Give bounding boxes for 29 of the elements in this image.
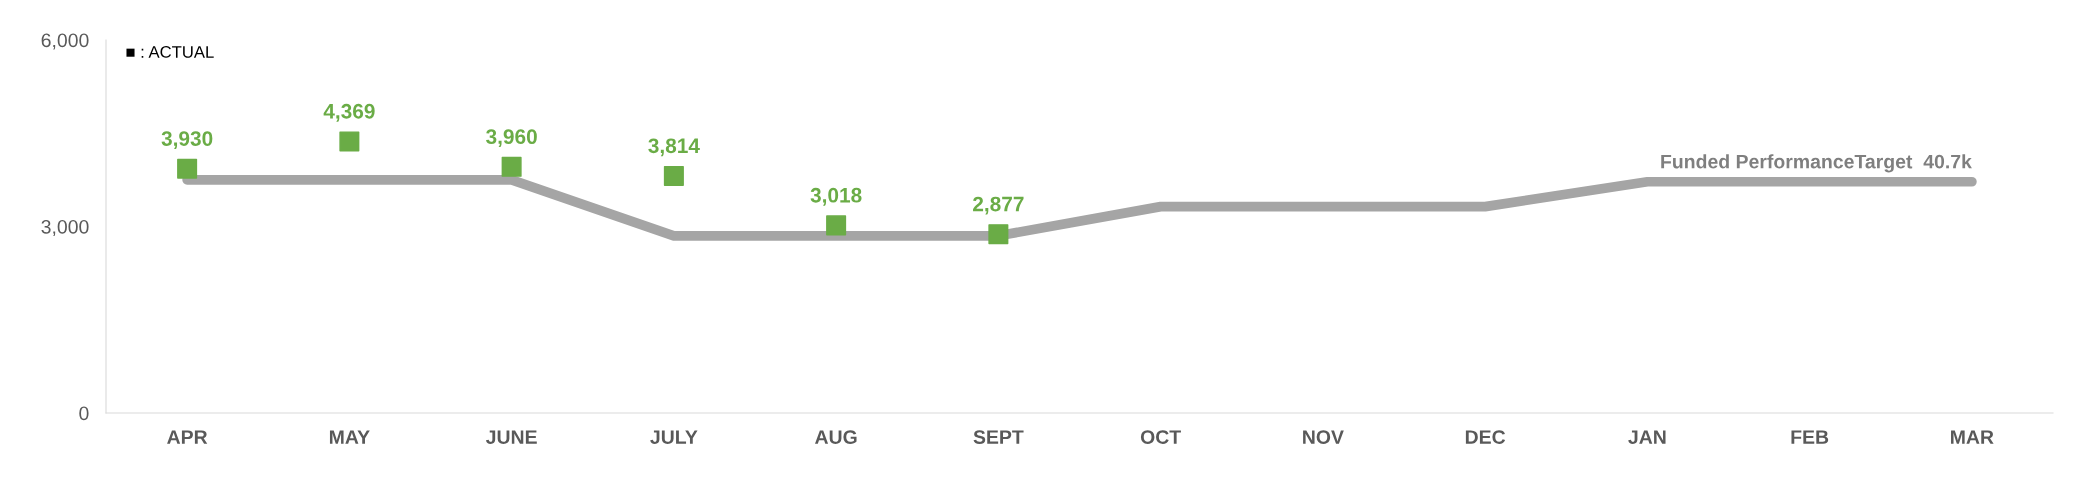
data-label: 2,877 — [973, 196, 1024, 215]
data-label: 3,814 — [648, 138, 700, 157]
point — [339, 131, 360, 152]
point — [988, 224, 1009, 245]
point — [663, 165, 684, 186]
x-tick-label: MAY — [329, 430, 370, 444]
y-tick-label: 3,000 — [41, 219, 89, 237]
x-tick-label: MAR — [1951, 430, 1994, 444]
x-tick-label: SEPT — [973, 430, 1024, 444]
x-tick-label: JULY — [650, 430, 698, 444]
x-tick-label: NOV — [1303, 430, 1344, 444]
point — [177, 158, 198, 179]
y-tick-label: 0 — [79, 406, 89, 421]
y-tick-label: 6,000 — [41, 33, 89, 50]
x-tick-label: JAN — [1628, 430, 1666, 444]
x-tick-label: JUNE — [485, 430, 537, 444]
x-tick-label: DEC — [1465, 430, 1506, 444]
point — [826, 215, 847, 236]
x-tick-label: AUG — [815, 430, 857, 444]
x-tick-label: APR — [167, 430, 208, 444]
data-label: 4,369 — [323, 103, 375, 122]
x-tick-label: OCT — [1140, 430, 1181, 444]
point — [501, 156, 522, 177]
data-label: 3,930 — [161, 131, 213, 149]
data-label: 3,018 — [810, 187, 862, 206]
x-tick-label: FEB — [1791, 430, 1829, 444]
series-label: Funded PerformanceTarget 40.7k — [1661, 154, 1972, 173]
annotation: ■ : ACTUAL — [126, 46, 214, 58]
data-label: 3,960 — [486, 129, 537, 148]
